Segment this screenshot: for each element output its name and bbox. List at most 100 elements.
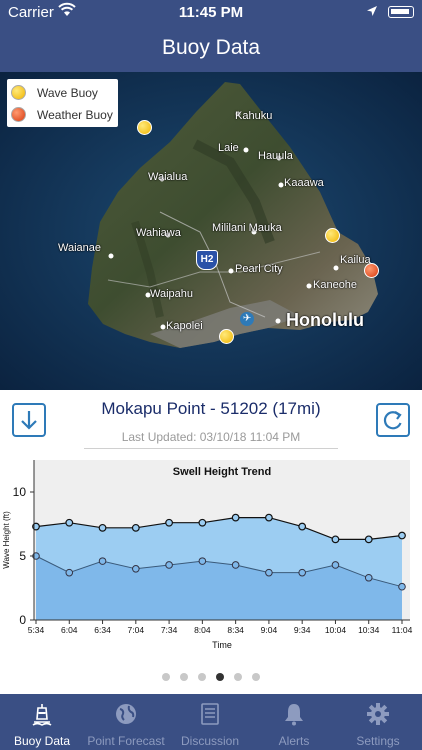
data-point [132, 565, 140, 573]
station-title: Mokapu Point - 51202 (17mi) [101, 399, 321, 418]
wave-buoy-marker[interactable] [219, 329, 234, 344]
last-updated-label: Last Updated: 03/10/18 11:04 PM [121, 430, 301, 444]
globe-icon [116, 704, 136, 724]
map-legend: Wave Buoy Weather Buoy [7, 79, 118, 127]
data-point [165, 518, 173, 527]
data-point [198, 518, 207, 527]
data-point [331, 561, 340, 569]
highway-h2-shield: H2 [196, 250, 218, 270]
data-point [298, 568, 306, 577]
gear-icon [367, 703, 389, 725]
weather-buoy-marker[interactable] [364, 263, 379, 278]
x-axis-label: Time [212, 640, 232, 650]
carrier-label: Carrier [8, 4, 54, 21]
tab-label: Buoy Data [13, 734, 71, 748]
x-tick-label: 9:34 [294, 625, 311, 635]
map-label-honolulu: Honolulu [286, 310, 364, 330]
download-button[interactable] [12, 403, 46, 437]
station-info: Mokapu Point - 51202 (17mi) Last Updated… [0, 390, 422, 460]
page-dot[interactable] [234, 673, 242, 681]
tab-discussion[interactable]: Discussion [168, 694, 252, 750]
map-label-mililani: Mililani Mauka [212, 222, 282, 234]
map-label-kahuku: Kahuku [235, 110, 273, 122]
wifi-icon [58, 2, 76, 22]
data-point [98, 523, 107, 532]
divider [84, 448, 338, 449]
page-indicator[interactable] [0, 668, 422, 681]
x-tick-label: 7:34 [161, 625, 178, 635]
buoy-icon [32, 704, 52, 726]
arrow-down-icon [21, 411, 37, 430]
swell-area-lower [36, 556, 402, 620]
navigation-bar: Buoy Data [0, 24, 422, 72]
tab-label: Discussion [180, 734, 240, 748]
y-tick-label: 0 [19, 613, 26, 627]
tab-label: Alerts [278, 734, 310, 748]
x-tick-label: 8:04 [194, 625, 211, 635]
map-label-kaneohe: Kaneohe [313, 279, 358, 291]
refresh-icon [383, 411, 402, 430]
satellite-map[interactable]: Kahuku Laie Hauula Waialua Kaaawa Wahiaw… [0, 72, 422, 390]
document-icon [201, 703, 219, 725]
data-point [364, 573, 373, 582]
data-point [265, 513, 273, 522]
location-arrow-icon [366, 4, 378, 21]
x-tick-label: 5:34 [28, 625, 45, 635]
page-dot[interactable] [252, 673, 260, 681]
y-tick-label: 5 [19, 549, 26, 563]
data-point [298, 522, 307, 531]
data-point [231, 561, 240, 569]
map-label-wahiawa: Wahiawa [136, 227, 181, 239]
map-label-laie: Laie [218, 142, 239, 154]
data-point [364, 535, 373, 544]
chart-canvas: 0 5 10 5:34 6:04 6:34 7:04 7:34 8:04 8:34 9:04 9:3… [2, 460, 413, 650]
wave-buoy-marker[interactable] [137, 120, 152, 135]
page-dot[interactable] [198, 673, 206, 681]
wave-buoy-icon [11, 85, 26, 100]
x-tick-label: 9:04 [261, 625, 278, 635]
legend-label: Weather Buoy [37, 108, 113, 122]
map-label-waipahu: Waipahu [150, 288, 194, 300]
swell-height-chart: 0 5 10 5:34 6:04 6:34 7:04 7:34 8:04 8:34 9:04 9:3… [0, 458, 422, 658]
page-dot[interactable] [180, 673, 188, 681]
tab-label: Point Forecast [87, 734, 165, 748]
data-point [398, 582, 406, 591]
series-line-upper [35, 517, 403, 540]
page-title: Buoy Data [161, 36, 261, 59]
status-bar: Carrier 11:45 PM [0, 0, 422, 24]
data-point [65, 568, 74, 577]
map-label-pearl-city: Pearl City [235, 263, 283, 275]
weather-buoy-icon [11, 107, 26, 122]
data-point [98, 557, 107, 565]
chart-title: Swell Height Trend [173, 466, 271, 478]
tab-alerts[interactable]: Alerts [252, 694, 336, 750]
x-tick-label: 6:04 [61, 625, 78, 635]
data-point [265, 568, 273, 577]
data-point [165, 561, 173, 569]
refresh-button[interactable] [376, 403, 410, 437]
island-shape [0, 72, 422, 390]
clock: 11:45 PM [178, 4, 244, 21]
map-label-hauula: Hauula [258, 150, 293, 162]
map-label-waianae: Waianae [58, 242, 102, 254]
tab-bar: Buoy Data Point Forecast Discussion Aler… [0, 694, 422, 750]
tab-settings[interactable]: Settings [336, 694, 420, 750]
data-point [231, 513, 240, 522]
data-point [331, 535, 340, 544]
legend-label: Wave Buoy [37, 86, 98, 100]
data-point [198, 557, 207, 565]
series-line-lower [35, 555, 403, 588]
data-point [131, 523, 140, 532]
x-tick-label: 7:04 [128, 625, 145, 635]
page-dot[interactable] [216, 673, 224, 681]
data-point [65, 518, 74, 527]
airport-icon: ✈ [240, 312, 254, 326]
x-tick-label: 10:34 [358, 625, 380, 635]
x-tick-label: 8:34 [227, 625, 244, 635]
x-tick-label: 10:04 [325, 625, 347, 635]
tab-point-forecast[interactable]: Point Forecast [84, 694, 168, 750]
wave-buoy-marker[interactable] [325, 228, 340, 243]
tab-buoy-data[interactable]: Buoy Data [0, 694, 84, 750]
map-label-kapolei: Kapolei [166, 320, 203, 332]
page-dot[interactable] [162, 673, 170, 681]
